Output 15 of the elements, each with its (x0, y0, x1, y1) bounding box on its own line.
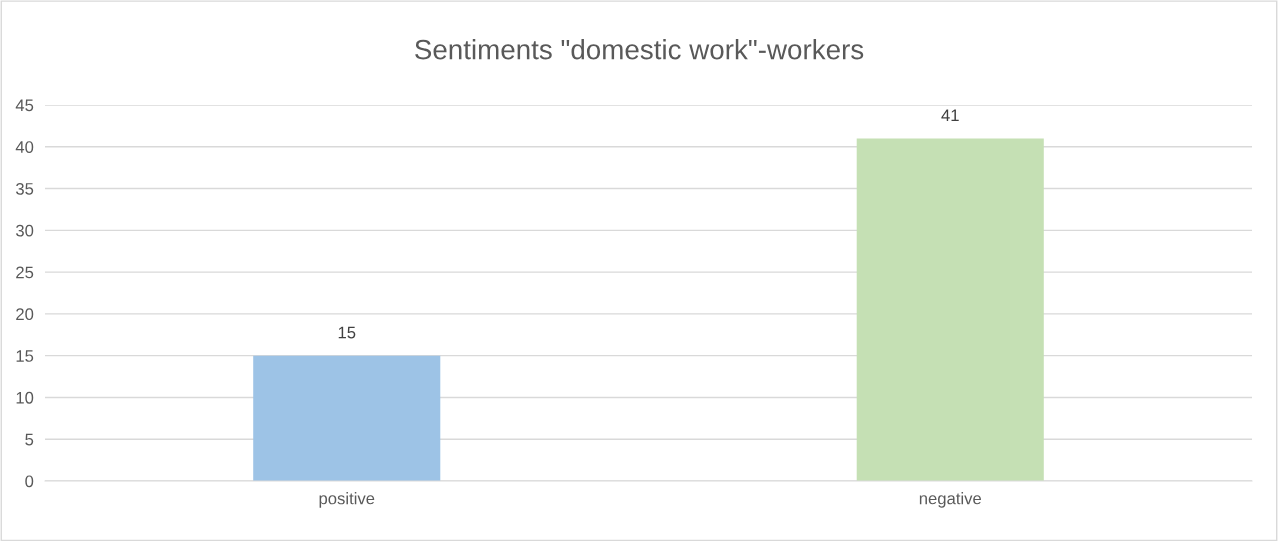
y-tick-label: 15 (16, 350, 34, 362)
y-tick-label: 10 (16, 391, 34, 404)
y-tick-label: 30 (15, 224, 34, 237)
y-tick-label: 5 (25, 433, 34, 446)
x-tick-label: positive (319, 492, 375, 508)
y-tick-label: 45 (15, 99, 34, 112)
y-tick-label: 40 (15, 141, 34, 153)
y-tick-label: 25 (16, 266, 34, 279)
y-tick-label: 35 (15, 182, 34, 195)
data-label: 41 (941, 109, 959, 122)
y-tick-label: 20 (16, 308, 34, 321)
data-label: 15 (338, 326, 356, 339)
y-tick-label: 0 (25, 475, 34, 488)
x-tick-label: negative (919, 492, 982, 508)
chart-title: Sentiments "domestic work"-workers (415, 39, 864, 60)
